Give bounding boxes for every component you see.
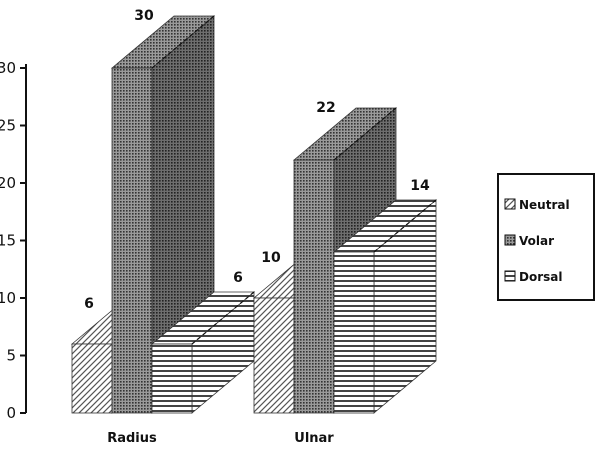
data-label: 10 — [261, 250, 281, 266]
legend-swatch-dorsal — [504, 270, 516, 282]
legend-swatch-neutral — [504, 198, 516, 210]
bar-front-face — [333, 251, 375, 414]
data-label: 22 — [316, 100, 335, 116]
bar-front-face — [111, 67, 153, 414]
bar-front-face — [253, 297, 295, 414]
bar-front-face — [293, 159, 335, 414]
y-tick-label: 0 — [6, 404, 16, 422]
y-tick-label: 5 — [6, 347, 16, 365]
bar-front-face — [71, 343, 113, 414]
x-tick-label: Ulnar — [294, 431, 334, 446]
data-label: 6 — [233, 270, 243, 286]
y-tick-label: 20 — [0, 174, 16, 192]
data-label: 14 — [410, 178, 430, 194]
data-labels: 6 30 6 10 22 14 — [84, 8, 430, 312]
y-tick-label: 15 — [0, 232, 16, 250]
category-labels: Radius Ulnar — [107, 431, 334, 446]
data-label: 6 — [84, 296, 94, 312]
legend: Neutral Volar Dorsal — [497, 173, 595, 301]
bar-front-face — [151, 343, 193, 414]
bar-dorsal-ulnar — [332, 199, 438, 414]
legend-swatch-volar — [504, 234, 516, 246]
legend-label-dorsal: Dorsal — [519, 270, 562, 284]
x-tick-label: Radius — [107, 431, 157, 446]
y-tick-label: 25 — [0, 117, 16, 135]
data-label: 30 — [134, 8, 154, 24]
y-tick-label: 30 — [0, 59, 16, 77]
legend-label-neutral: Neutral — [519, 198, 570, 212]
y-tick-label: 10 — [0, 289, 16, 307]
legend-label-volar: Volar — [519, 234, 554, 248]
y-axis: 0 5 10 15 20 25 30 — [0, 59, 27, 422]
bars — [70, 15, 438, 414]
bar-dorsal-radius — [150, 291, 256, 414]
